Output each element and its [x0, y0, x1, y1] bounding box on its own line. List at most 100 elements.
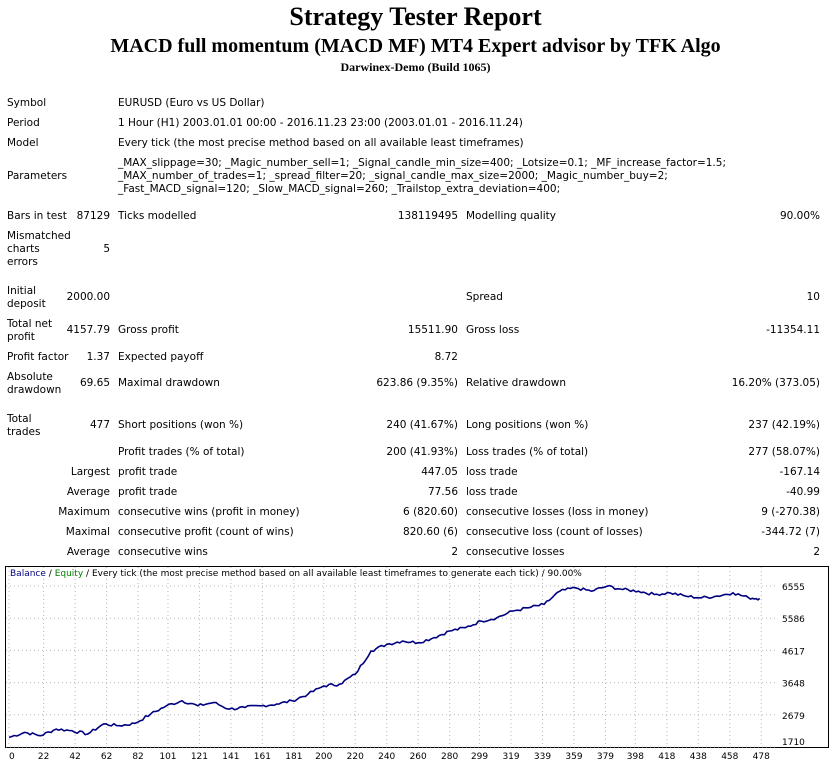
mcl-value: 9 (-270.38)	[761, 506, 820, 518]
quality-value: 90.00%	[779, 210, 820, 222]
ll-value: -167.14	[779, 466, 820, 478]
spread-label: Spread	[466, 291, 503, 303]
trades-value: 477	[89, 419, 110, 431]
ltrades-label: Loss trades (% of total)	[466, 446, 589, 458]
maximal-label: Maximal	[65, 526, 110, 538]
short-value: 240 (41.67%)	[386, 419, 458, 431]
ticks-label: Ticks modelled	[118, 210, 197, 222]
x-tick-label: 359	[565, 752, 582, 762]
grossprofit-value: 15511.90	[407, 324, 458, 336]
ptrades-value: 200 (41.93%)	[386, 446, 458, 458]
y-tick-label: 4617	[782, 647, 805, 657]
balance-chart: 6555 5586 4617 3648 2679 1710 0 22 42 62 82 101 121 1…	[5, 566, 829, 764]
average2-label: Average	[66, 546, 110, 558]
x-tick-label: 181	[285, 752, 302, 762]
mcw-label: consecutive wins (profit in money)	[118, 506, 300, 518]
model-label: Model	[7, 137, 39, 149]
absdd-value: 69.65	[79, 377, 110, 389]
mclc-label: consecutive loss (count of losses)	[466, 526, 643, 538]
deposit-value: 2000.00	[66, 291, 110, 303]
payoff-label: Expected payoff	[118, 351, 204, 363]
x-tick-label: 22	[38, 752, 49, 762]
x-tick-label: 478	[753, 752, 770, 762]
y-tick-label: 5586	[782, 615, 805, 625]
report-server: Darwinex-Demo (Build 1065)	[340, 60, 491, 74]
x-tick-label: 280	[441, 752, 458, 762]
x-tick-label: 141	[222, 752, 239, 762]
short-label: Short positions (won %)	[118, 419, 244, 431]
ticks-value: 138119495	[397, 210, 458, 222]
acl-value: 2	[813, 546, 820, 558]
x-tick-label: 458	[721, 752, 738, 762]
x-tick-label: 379	[597, 752, 614, 762]
x-tick-label: 339	[534, 752, 551, 762]
y-tick-label: 3648	[782, 680, 805, 690]
balance-line	[8, 584, 761, 739]
period-value: 1 Hour (H1) 2003.01.01 00:00 - 2016.11.2…	[118, 117, 523, 129]
mcp-label: consecutive profit (count of wins)	[118, 526, 294, 538]
ap-label: profit trade	[118, 486, 178, 498]
model-value: Every tick (the most precise method base…	[118, 137, 524, 149]
x-tick-label: 161	[254, 752, 271, 762]
mismatch-label: Mismatched charts errors	[7, 230, 71, 268]
x-tick-label: 240	[378, 752, 395, 762]
quality-label: Modelling quality	[466, 210, 556, 222]
mismatch-value: 5	[103, 243, 110, 255]
maxdd-label: Maximal drawdown	[118, 377, 220, 389]
ll-label: loss trade	[466, 466, 518, 478]
lp-label: profit trade	[118, 466, 178, 478]
x-tick-label: 260	[410, 752, 427, 762]
acw-label: consecutive wins	[118, 546, 208, 558]
mcl-label: consecutive losses (loss in money)	[466, 506, 649, 518]
chart-legend: Balance / Equity / Every tick (the most …	[10, 569, 582, 580]
deposit-label: Initial deposit	[7, 285, 46, 310]
grossprofit-label: Gross profit	[118, 324, 179, 336]
mclc-value: -344.72 (7)	[761, 526, 820, 538]
legend-sep: /	[48, 569, 52, 579]
y-tick-label: 2679	[782, 712, 805, 722]
netprofit-value: 4157.79	[66, 324, 110, 336]
pf-label: Profit factor	[7, 351, 69, 363]
ap-value: 77.56	[427, 486, 458, 498]
x-tick-label: 62	[101, 752, 112, 762]
netprofit-label: Total net profit	[7, 318, 53, 343]
symbol-label: Symbol	[7, 97, 47, 109]
maximum-label: Maximum	[58, 506, 110, 518]
legend-equity: Equity	[54, 569, 84, 579]
chart-frame	[5, 566, 829, 748]
ptrades-label: Profit trades (% of total)	[118, 446, 245, 458]
parameters-label: Parameters	[7, 170, 68, 182]
mcp-value: 820.60 (6)	[403, 526, 458, 538]
x-tick-label: 418	[658, 752, 675, 762]
report-subtitle: MACD full momentum (MACD MF) MT4 Expert …	[110, 35, 721, 57]
x-tick-label: 0	[9, 752, 15, 762]
symbol-value: EURUSD (Euro vs US Dollar)	[118, 97, 265, 109]
grossloss-value: -11354.11	[766, 324, 820, 336]
x-tick-label: 220	[347, 752, 364, 762]
x-tick-label: 398	[627, 752, 644, 762]
balance-chart-svg: 6555 5586 4617 3648 2679 1710 0 22 42 62 82 101 121 1…	[5, 566, 829, 762]
spread-value: 10	[806, 291, 820, 303]
absdd-label: Absolute drawdown	[7, 371, 62, 396]
acl-label: consecutive losses	[466, 546, 565, 558]
legend-balance: Balance	[10, 569, 46, 579]
bars-label: Bars in test	[7, 210, 67, 222]
average-label: Average	[66, 486, 110, 498]
payoff-value: 8.72	[434, 351, 458, 363]
long-label: Long positions (won %)	[466, 419, 589, 431]
x-tick-label: 319	[502, 752, 519, 762]
trades-label: Total trades	[7, 413, 41, 438]
x-tick-label: 42	[69, 752, 80, 762]
x-tick-label: 101	[159, 752, 176, 762]
long-value: 237 (42.19%)	[748, 419, 820, 431]
al-label: loss trade	[466, 486, 518, 498]
x-tick-label: 438	[690, 752, 707, 762]
al-value: -40.99	[786, 486, 820, 498]
lp-value: 447.05	[421, 466, 458, 478]
x-tick-label: 299	[471, 752, 488, 762]
x-tick-label: 121	[191, 752, 208, 762]
legend-rest: / Every tick (the most precise method ba…	[86, 569, 582, 579]
pf-value: 1.37	[86, 351, 110, 363]
y-tick-label: 1710	[782, 738, 805, 748]
reldd-label: Relative drawdown	[466, 377, 567, 389]
